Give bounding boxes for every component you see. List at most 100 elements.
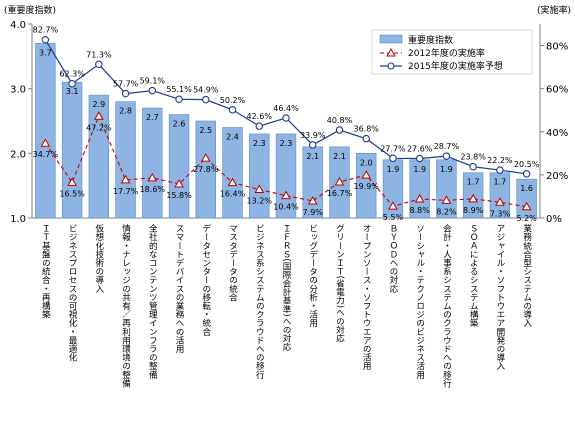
marker-2015 xyxy=(228,106,237,114)
marker-2015 xyxy=(522,170,531,178)
category-label: オープンソース・ソフトウエアの活用 xyxy=(361,224,371,372)
marker-2015 xyxy=(362,134,370,143)
marker-2015 xyxy=(148,86,157,95)
marker-2012 xyxy=(334,176,345,186)
label-2015: 42.6% xyxy=(247,112,273,121)
left-tick-label: 4.0 xyxy=(10,20,26,31)
category-label: ビジネスプロセスの可視化・最適化 xyxy=(67,224,77,363)
label-2015: 40.8% xyxy=(327,116,353,125)
bar xyxy=(35,43,56,219)
marker-2012 xyxy=(147,172,158,182)
category-label: ＢＹＯＤへの対応 xyxy=(388,224,398,294)
label-2015: 62.3% xyxy=(59,70,85,79)
label-2015: 55.1% xyxy=(166,85,192,94)
marker-2012 xyxy=(227,177,238,187)
marker-2015 xyxy=(255,122,264,130)
left-tick-label: 1.0 xyxy=(10,214,26,225)
bar-labels-layer: 3.7 3.1 2.9 2.8 2.7 2.6 2.5 2.4 2.3 2.3 2.1 2.1 2.0 1… xyxy=(39,48,533,193)
marker-2015 xyxy=(41,35,50,44)
bar-value-label: 2.8 xyxy=(119,107,132,116)
bar xyxy=(356,153,377,219)
bar-value-label: 1.9 xyxy=(387,165,400,174)
marker-2012 xyxy=(200,153,211,162)
marker-2012 xyxy=(361,170,372,179)
label-2012: 10.4% xyxy=(273,203,299,212)
bar-value-label: 1.7 xyxy=(494,178,507,187)
bar-value-label: 1.9 xyxy=(440,165,453,174)
label-2015: 82.7% xyxy=(33,26,59,35)
legend-label-bar: 重要度指数 xyxy=(408,34,453,46)
category-label: 会計・人事系システムのクラウドへの移行 xyxy=(441,223,451,389)
category-label: ＩＦＲＳ(国際会計基準)への対応 xyxy=(281,224,291,352)
label-2015: 20.5% xyxy=(514,160,540,169)
category-label: アジャイル・ソフトウエア開発の導入 xyxy=(495,224,505,370)
bar-value-label: 3.1 xyxy=(66,87,79,96)
marker-2015 xyxy=(68,79,76,88)
label-2015: 23.8% xyxy=(460,153,486,162)
label-2012: 18.6% xyxy=(140,185,166,194)
bar xyxy=(516,178,537,219)
marker-2012 xyxy=(93,111,104,120)
label-2015: 50.2% xyxy=(220,96,246,105)
left-tick-label: 2.0 xyxy=(10,149,26,160)
label-2012: 8.2% xyxy=(436,207,457,216)
bar-value-label: 2.1 xyxy=(333,152,346,161)
label-2012: 5.2% xyxy=(516,214,537,223)
label-2012: 19.9% xyxy=(353,182,379,191)
label-2012: 16.7% xyxy=(327,189,353,198)
label-2015: 22.2% xyxy=(487,156,513,165)
label-2015: 36.8% xyxy=(353,125,379,134)
marker-2012 xyxy=(414,194,425,203)
label-2015: 57.7% xyxy=(113,80,139,89)
label-2012: 34.7% xyxy=(33,150,59,159)
bar-value-label: 2.6 xyxy=(173,120,186,129)
marker-2012 xyxy=(281,190,291,200)
bar-value-label: 1.6 xyxy=(520,184,533,193)
marker-2012 xyxy=(441,195,452,204)
category-label: ソーシャル・テクノロジのビジネス活用 xyxy=(415,224,425,380)
bar xyxy=(222,127,243,219)
marker-2012 xyxy=(120,174,131,184)
label-2012: 8.8% xyxy=(410,206,431,215)
marker-2012 xyxy=(521,201,532,211)
right-tick-label: 20% xyxy=(546,171,568,182)
category-label: グリーンＩＴ(省電力)への対応 xyxy=(334,224,344,344)
marker-2015 xyxy=(308,141,317,149)
right-axis-title: (実施率) xyxy=(537,4,571,16)
label-2015: 27.7% xyxy=(380,144,406,153)
bar-value-label: 2.5 xyxy=(199,126,212,135)
marker-2015 xyxy=(282,114,290,122)
bar-value-label: 1.7 xyxy=(467,178,480,187)
label-2015: 46.4% xyxy=(273,104,299,113)
bar-value-label: 2.9 xyxy=(92,100,105,109)
category-label: マスタデータの統合 xyxy=(228,224,238,302)
marker-2012 xyxy=(388,201,398,210)
bar xyxy=(88,94,110,219)
label-2015: 33.9% xyxy=(300,131,326,140)
marker-2012 xyxy=(67,177,77,186)
category-label: スマートデバイスの業務への活用 xyxy=(174,224,184,354)
marker-2015 xyxy=(469,162,477,171)
label-2015: 27.6% xyxy=(407,145,433,154)
legend-marker-2015 xyxy=(387,62,395,70)
marker-2012 xyxy=(174,178,184,188)
label-2012: 17.7% xyxy=(113,187,139,196)
label-2012: 8.9% xyxy=(463,206,484,215)
bar xyxy=(249,133,270,219)
legend-swatch-bar xyxy=(379,34,403,44)
line-2015-layer xyxy=(41,35,531,178)
marker-2015 xyxy=(95,60,103,69)
bar xyxy=(195,120,216,219)
category-label: 全社的なコンテンツ管理インフラの整備 xyxy=(147,223,157,380)
marker-2015 xyxy=(496,166,504,174)
label-2012: 7.9% xyxy=(303,208,324,217)
marker-2015 xyxy=(202,95,210,104)
category-label: 情報・ナレッジの共有／再利用環境の整備 xyxy=(121,223,131,389)
marker-2015 xyxy=(335,126,344,134)
label-2015: 54.9% xyxy=(193,86,219,95)
label-2015: 71.3% xyxy=(86,50,112,59)
bar-value-label: 2.4 xyxy=(226,132,239,141)
